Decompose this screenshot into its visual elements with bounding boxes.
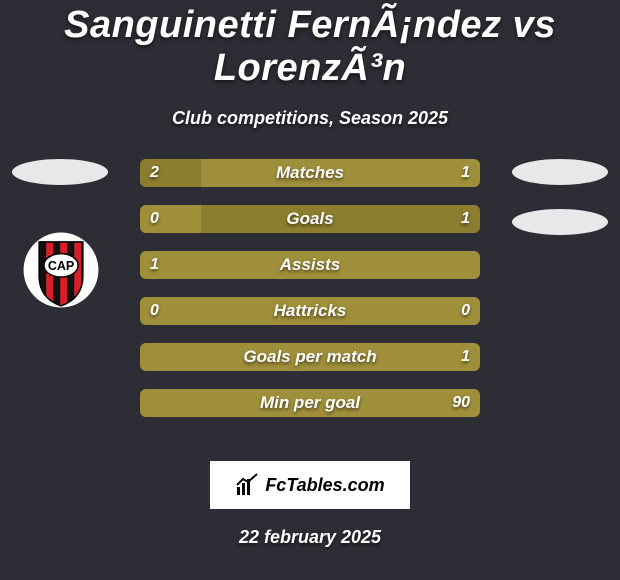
- stat-label: Matches: [140, 159, 480, 187]
- stat-label: Min per goal: [140, 389, 480, 417]
- stat-label: Hattricks: [140, 297, 480, 325]
- stat-value-right: 0: [461, 297, 470, 325]
- badge-text: CAP: [48, 259, 74, 273]
- stat-label: Assists: [140, 251, 480, 279]
- stat-value-left: 2: [150, 159, 159, 187]
- comparison-area: CAP Matches21Goals01Assists1Hattricks00G…: [0, 159, 620, 459]
- subtitle: Club competitions, Season 2025: [0, 108, 620, 129]
- source-text: FcTables.com: [265, 475, 384, 496]
- stat-value-right: 90: [452, 389, 470, 417]
- player-right-oval-1: [512, 159, 608, 185]
- player-right-oval-2: [512, 209, 608, 235]
- footer-date: 22 february 2025: [0, 527, 620, 548]
- stat-row: Goals per match1: [140, 343, 480, 371]
- club-badge: CAP: [22, 231, 100, 309]
- stat-row: Min per goal90: [140, 389, 480, 417]
- stat-row: Goals0 1: [140, 205, 480, 233]
- stat-label: Goals: [140, 205, 480, 233]
- stat-value-right: 1: [461, 205, 470, 233]
- stat-bars: Matches21Goals01Assists1Hattricks00Goals…: [140, 159, 480, 435]
- stat-label: Goals per match: [140, 343, 480, 371]
- stat-row: Hattricks0 0: [140, 297, 480, 325]
- stat-value-left: 0: [150, 205, 159, 233]
- stat-value-left: 1: [150, 251, 159, 279]
- stat-value-right: 1: [461, 159, 470, 187]
- source-badge: FcTables.com: [210, 461, 410, 509]
- player-left-oval-1: [12, 159, 108, 185]
- stat-value-right: 1: [461, 343, 470, 371]
- stat-row: Matches2 1: [140, 159, 480, 187]
- chart-icon: [235, 473, 259, 497]
- stat-row: Assists1: [140, 251, 480, 279]
- page-title: Sanguinetti FernÃ¡ndez vs LorenzÃ³n: [0, 0, 620, 90]
- stat-value-left: 0: [150, 297, 159, 325]
